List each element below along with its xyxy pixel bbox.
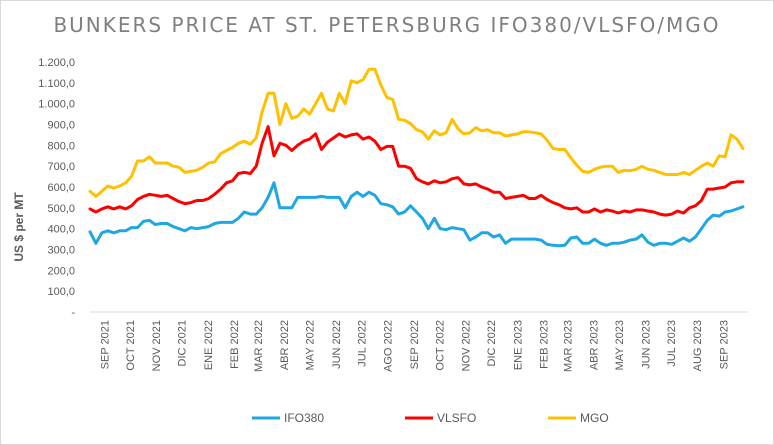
y-tick-label: 600,0 bbox=[47, 182, 75, 194]
x-tick-label: SEP 2021 bbox=[99, 320, 111, 369]
x-axis-ticks: SEP 2021 OCT 2021 NOV 2021 DIC 2021 ENE 2022… bbox=[99, 320, 730, 372]
x-tick-label: JUN 2023 bbox=[640, 320, 652, 369]
series-line-vlsfo bbox=[88, 125, 745, 217]
y-tick-label: 1.000,0 bbox=[38, 99, 75, 111]
y-tick-label: 400,0 bbox=[47, 224, 75, 236]
x-tick-label: NOV 2022 bbox=[461, 320, 473, 371]
y-axis-ticks: - 100,0 200,0 300,0 400,0 500,0 600,0 700,0 800,… bbox=[38, 57, 75, 319]
y-tick-label: 1.100,0 bbox=[38, 78, 75, 90]
x-tick-label: OCT 2022 bbox=[434, 320, 446, 371]
legend-label: IFO380 bbox=[284, 411, 324, 425]
x-tick-label: JUL 2023 bbox=[666, 320, 678, 367]
x-tick-label: DIC 2021 bbox=[177, 320, 189, 366]
series-line-mgo bbox=[88, 67, 745, 198]
series-line-ifo380 bbox=[88, 181, 745, 248]
legend-label: MGO bbox=[580, 411, 609, 425]
y-tick-label: 300,0 bbox=[47, 245, 75, 257]
y-tick-label: - bbox=[71, 307, 75, 319]
x-tick-label: AGO 2022 bbox=[383, 320, 395, 372]
plot-lines bbox=[88, 67, 745, 248]
x-tick-label: OCT 2021 bbox=[125, 320, 137, 371]
x-tick-label: FEB 2023 bbox=[539, 320, 551, 369]
x-tick-label: MAR 2023 bbox=[562, 320, 574, 372]
y-tick-label: 900,0 bbox=[47, 120, 75, 132]
x-tick-label: DIC 2022 bbox=[486, 320, 498, 366]
y-tick-label: 500,0 bbox=[47, 203, 75, 215]
x-tick-label: MAY 2023 bbox=[614, 320, 626, 370]
y-tick-label: 800,0 bbox=[47, 140, 75, 152]
y-tick-label: 700,0 bbox=[47, 161, 75, 173]
legend-label: VLSFO bbox=[437, 411, 476, 425]
y-tick-label: 1.200,0 bbox=[38, 57, 75, 69]
x-tick-label: SEP 2023 bbox=[718, 320, 730, 369]
legend: IFO380 VLSFO MGO bbox=[252, 411, 609, 425]
x-tick-label: ABR 2022 bbox=[279, 320, 291, 370]
x-tick-label: SEP 2022 bbox=[409, 320, 421, 369]
x-tick-label: ENE 2022 bbox=[203, 320, 215, 370]
x-tick-label: JUN 2022 bbox=[331, 320, 343, 369]
x-tick-label: NOV 2021 bbox=[151, 320, 163, 371]
x-tick-label: FEB 2022 bbox=[229, 320, 241, 369]
y-tick-label: 200,0 bbox=[47, 265, 75, 277]
x-tick-label: ENE 2023 bbox=[512, 320, 524, 370]
y-axis-label: US $ per MT bbox=[12, 192, 26, 262]
y-tick-label: 100,0 bbox=[47, 286, 75, 298]
x-tick-label: ABR 2023 bbox=[589, 320, 601, 370]
x-tick-label: MAR 2022 bbox=[253, 320, 265, 372]
chart-title: BUNKERS PRICE AT ST. PETERSBURG IFO380/V… bbox=[53, 13, 721, 37]
x-tick-label: AUG 2023 bbox=[692, 320, 704, 371]
x-tick-label: MAY 2022 bbox=[305, 320, 317, 370]
x-tick-label: JUL 2022 bbox=[356, 320, 368, 367]
